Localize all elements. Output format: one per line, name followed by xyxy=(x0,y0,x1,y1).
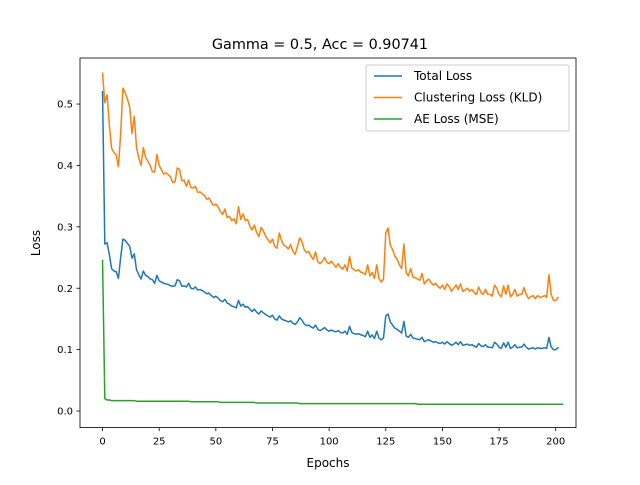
y-tick-label: 0.3 xyxy=(57,222,73,233)
y-ticks: 0.0 0.1 0.2 0.3 0.4 0.5 xyxy=(57,100,80,418)
y-tick-label: 0.2 xyxy=(57,284,73,295)
axes-frame xyxy=(79,57,577,429)
plot-lines xyxy=(101,72,564,406)
legend-label-1: Clustering Loss (KLD) xyxy=(414,91,542,105)
legend: Total Loss Clustering Loss (KLD) AE Loss (… xyxy=(365,64,570,132)
y-tick-label: 0.0 xyxy=(57,407,73,418)
y-axis-label: Loss xyxy=(29,230,43,256)
x-tick-label: 0 xyxy=(99,437,105,448)
x-tick-label: 75 xyxy=(266,437,279,448)
y-tick-label: 0.5 xyxy=(57,100,73,111)
y-tick-label: 0.1 xyxy=(57,345,73,356)
legend-label-0: Total Loss xyxy=(413,69,472,83)
x-tick-label: 175 xyxy=(490,437,509,448)
axes xyxy=(79,57,577,429)
legend-label-2: AE Loss (MSE) xyxy=(414,112,499,126)
legend-box xyxy=(365,64,570,132)
y-tick-label: 0.4 xyxy=(57,161,73,172)
x-ticks: 0 25 50 75 100 125 150 175 200 xyxy=(99,427,565,448)
x-axis-label: Epochs xyxy=(307,456,350,470)
series-line-0 xyxy=(101,91,560,351)
x-tick-label: 200 xyxy=(546,437,565,448)
x-tick-label: 50 xyxy=(209,437,222,448)
x-tick-label: 125 xyxy=(376,437,395,448)
series-line-1 xyxy=(101,72,560,302)
series-line-2 xyxy=(101,259,564,406)
chart-title: Gamma = 0.5, Acc = 0.90741 xyxy=(212,37,428,53)
x-tick-label: 25 xyxy=(153,437,166,448)
x-tick-label: 100 xyxy=(320,437,339,448)
x-tick-label: 150 xyxy=(433,437,452,448)
